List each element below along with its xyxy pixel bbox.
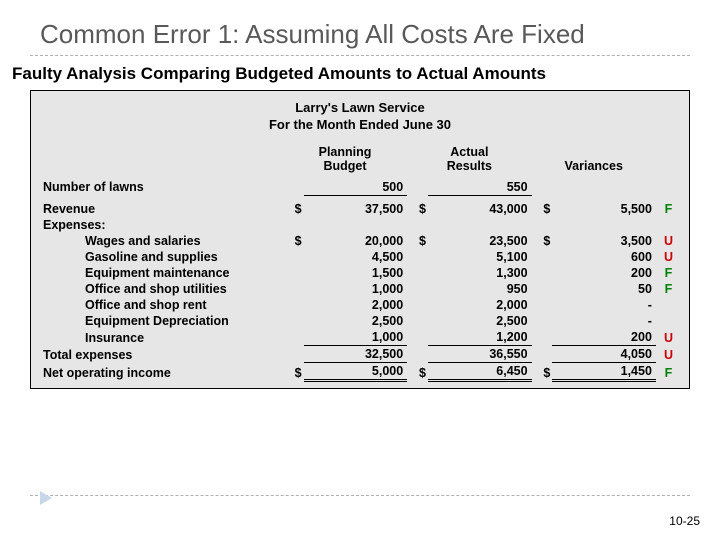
cell-budget: 1,000 [304,281,408,297]
cell-actual: 43,000 [428,201,532,217]
cell-variance: 1,450 [552,363,656,381]
cell-actual: 2,000 [428,297,532,313]
cell-actual: 1,200 [428,329,532,346]
cell-variance: 200 [552,265,656,281]
data-table: PlanningBudget ActualResults Variances N… [41,144,679,383]
fu-indicator: F [656,265,679,281]
row-lawns: Number of lawns 500 550 [41,179,679,196]
fu-indicator: U [656,329,679,346]
dollar-sign: $ [532,201,553,217]
triangle-icon [40,491,52,505]
row-expenses-h: Expenses: [41,217,679,233]
row-wages: Wages and salaries $20,000 $23,500 $3,50… [41,233,679,249]
cell-budget: 4,500 [304,249,408,265]
cell-label: Total expenses [41,346,283,363]
dollar-sign: $ [407,201,428,217]
cell-label: Insurance [41,329,283,346]
fu-indicator: F [656,281,679,297]
cell-budget: 1,000 [304,329,408,346]
period: For the Month Ended June 30 [41,116,679,134]
cell-actual: 2,500 [428,313,532,329]
company-name: Larry's Lawn Service [41,99,679,117]
cell-actual: 550 [428,179,532,196]
page-number: 10-25 [669,514,700,528]
row-ins: Insurance 1,000 1,200 200 U [41,329,679,346]
fu-indicator: U [656,346,679,363]
cell-budget: 2,000 [304,297,408,313]
subtitle: Faulty Analysis Comparing Budgeted Amoun… [12,64,690,84]
row-depr: Equipment Depreciation 2,500 2,500 - [41,313,679,329]
dollar-sign: $ [283,363,304,381]
row-rent: Office and shop rent 2,000 2,000 - [41,297,679,313]
cell-budget: 37,500 [304,201,408,217]
cell-label: Wages and salaries [41,233,283,249]
row-revenue: Revenue $37,500 $43,000 $5,500 F [41,201,679,217]
cell-label: Equipment maintenance [41,265,283,281]
cell-label: Gasoline and supplies [41,249,283,265]
cell-variance: - [552,297,656,313]
cell-actual: 6,450 [428,363,532,381]
cell-label: Expenses: [41,217,283,233]
cell-variance: 4,050 [552,346,656,363]
fu-indicator: F [656,201,679,217]
cell-label: Number of lawns [41,179,283,196]
cell-variance: - [552,313,656,329]
cell-actual: 5,100 [428,249,532,265]
cell-variance: 50 [552,281,656,297]
cell-variance: 5,500 [552,201,656,217]
row-gas: Gasoline and supplies 4,500 5,100 600 U [41,249,679,265]
cell-budget: 5,000 [304,363,408,381]
fu-indicator: F [656,363,679,381]
row-util: Office and shop utilities 1,000 950 50 F [41,281,679,297]
cell-variance: 600 [552,249,656,265]
column-headers: PlanningBudget ActualResults Variances [41,144,679,173]
cell-actual: 36,550 [428,346,532,363]
cell-actual: 950 [428,281,532,297]
cell-budget: 32,500 [304,346,408,363]
fu-indicator: U [656,233,679,249]
slide-title: Common Error 1: Assuming All Costs Are F… [40,18,690,51]
divider-top [30,55,690,56]
fu-indicator: U [656,249,679,265]
cell-budget: 500 [304,179,408,196]
cell-budget: 2,500 [304,313,408,329]
row-totexp: Total expenses 32,500 36,550 4,050 U [41,346,679,363]
cell-actual: 1,300 [428,265,532,281]
dollar-sign: $ [283,201,304,217]
row-maint: Equipment maintenance 1,500 1,300 200 F [41,265,679,281]
cell-variance: 200 [552,329,656,346]
cell-label: Equipment Depreciation [41,313,283,329]
dollar-sign: $ [532,363,553,381]
cell-label: Office and shop utilities [41,281,283,297]
divider-bottom [30,495,690,496]
cell-actual: 23,500 [428,233,532,249]
analysis-table: Larry's Lawn Service For the Month Ended… [30,90,690,390]
cell-label: Office and shop rent [41,297,283,313]
dollar-sign: $ [532,233,553,249]
col-budget: PlanningBudget [283,144,407,173]
cell-budget: 20,000 [304,233,408,249]
row-netinc: Net operating income $5,000 $6,450 $1,45… [41,363,679,381]
dollar-sign: $ [407,363,428,381]
cell-budget: 1,500 [304,265,408,281]
col-actual: ActualResults [407,144,531,173]
cell-label: Net operating income [41,363,283,381]
cell-label: Revenue [41,201,283,217]
dollar-sign: $ [283,233,304,249]
cell-variance: 3,500 [552,233,656,249]
dollar-sign: $ [407,233,428,249]
col-variance: Variances [532,144,656,173]
